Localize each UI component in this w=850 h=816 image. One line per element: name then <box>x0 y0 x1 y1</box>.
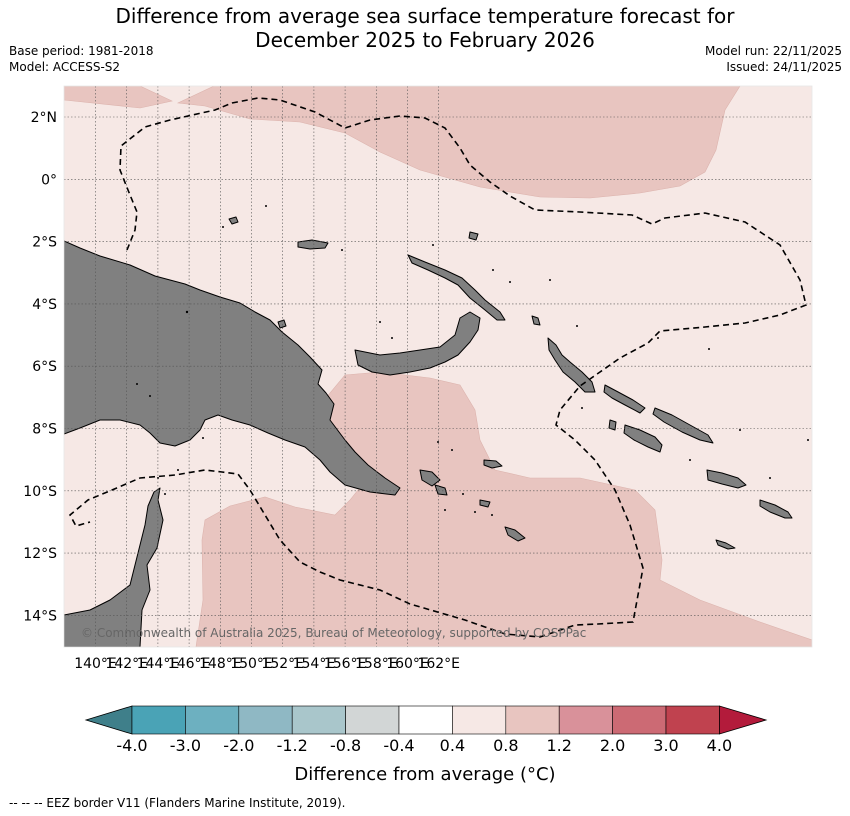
colorbar-tick: 1.2 <box>546 736 571 755</box>
meta-right: Model run: 22/11/2025 Issued: 24/11/2025 <box>705 43 842 75</box>
colorbar-tick: -1.2 <box>277 736 308 755</box>
lon-tick-label: 162°E <box>417 656 460 672</box>
colorbar-tick: 0.8 <box>493 736 518 755</box>
dentrecasteaux-islands <box>419 469 448 496</box>
colorbar-tick: -4.0 <box>116 736 147 755</box>
colorbar-tick: 4.0 <box>707 736 732 755</box>
lat-tick-label: 8°S <box>32 422 57 438</box>
colorbar-tick: -0.4 <box>383 736 414 755</box>
eez-border <box>68 97 807 638</box>
small-island-b <box>468 231 479 241</box>
choiseul-island <box>603 384 646 414</box>
rennell-island <box>715 539 736 550</box>
map-frame <box>63 85 813 648</box>
colorbar <box>84 705 768 735</box>
lon-tick-label: 152°E <box>261 656 304 672</box>
colorbar-swatch <box>665 705 720 735</box>
guadalcanal <box>623 424 663 453</box>
colorbar-tick: -0.8 <box>330 736 361 755</box>
map-title: Difference from average sea surface temp… <box>0 4 850 52</box>
colorbar-swatch <box>505 705 560 735</box>
land-masses <box>64 216 793 647</box>
lon-tick-label: 148°E <box>199 656 242 672</box>
colorbar-tick: -2.0 <box>223 736 254 755</box>
model-name: Model: ACCESS-S2 <box>9 60 121 74</box>
colorbar-swatch <box>185 705 240 735</box>
colorbar-swatch <box>238 705 293 735</box>
lat-tick-label: 2°S <box>32 235 57 251</box>
latitude-labels: 2°N 0° 2°S 4°S 6°S 8°S 10°S 12°S 14°S <box>23 110 57 624</box>
longitude-labels: 140°E142°E144°E146°E148°E150°E152°E154°E… <box>74 656 460 672</box>
issued-date: Issued: 24/11/2025 <box>726 60 842 74</box>
admiralty-small-island <box>228 216 239 225</box>
lon-tick-label: 146°E <box>168 656 211 672</box>
colorbar-tick-labels: -4.0 -3.0 -2.0 -1.2 -0.8 -0.4 0.4 0.8 1.2 2.0 3.0 4… <box>116 736 732 755</box>
map-panel: © Commonwealth of Australia 2025, Bureau… <box>64 86 812 647</box>
lon-tick-label: 154°E <box>293 656 336 672</box>
eez-png-outer <box>68 97 807 638</box>
base-period: Base period: 1981-2018 <box>9 44 154 58</box>
colorbar-tick: 3.0 <box>653 736 678 755</box>
colorbar-swatch <box>345 705 400 735</box>
louisiade-archipelago <box>504 526 526 542</box>
manus-island <box>297 239 329 250</box>
title-line-1: Difference from average sea surface temp… <box>115 4 735 28</box>
lon-tick-label: 144°E <box>137 656 180 672</box>
colorbar-swatch <box>398 705 453 735</box>
lat-tick-label: 4°S <box>32 297 57 313</box>
colorbar-tick: -3.0 <box>170 736 201 755</box>
lat-tick-label: 14°S <box>23 608 57 624</box>
colorbar-title: Difference from average (°C) <box>294 764 555 785</box>
meta-left: Base period: 1981-2018 Model: ACCESS-S2 <box>9 43 154 75</box>
lat-tick-label: 10°S <box>23 484 57 500</box>
colorbar-extend-low <box>84 705 133 735</box>
north-solomons-small <box>531 315 541 326</box>
reef-dots <box>136 205 809 516</box>
new-britain <box>354 311 481 376</box>
lon-tick-label: 160°E <box>386 656 429 672</box>
lon-tick-label: 150°E <box>230 656 273 672</box>
colorbar-swatch <box>452 705 507 735</box>
new-guinea <box>64 240 401 496</box>
lon-tick-label: 156°E <box>324 656 367 672</box>
malaita <box>706 469 747 489</box>
colorbar-tick: 2.0 <box>600 736 625 755</box>
model-run: Model run: 22/11/2025 <box>704 44 842 58</box>
makira <box>759 499 793 519</box>
lon-tick-label: 142°E <box>105 656 148 672</box>
lat-tick-label: 2°N <box>31 110 57 126</box>
title-line-2: December 2025 to February 2026 <box>255 28 595 52</box>
lat-tick-label: 6°S <box>32 359 57 375</box>
copyright-notice: © Commonwealth of Australia 2025, Bureau… <box>81 626 586 640</box>
trobriand-island <box>483 459 503 469</box>
small-island-a <box>277 319 287 329</box>
small-island-d <box>479 499 491 508</box>
colorbar-swatch <box>131 705 186 735</box>
cape-york-peninsula <box>64 487 164 647</box>
small-island-c <box>608 419 617 431</box>
eez-footnote: -- -- -- EEZ border V11 (Flanders Marine… <box>9 796 346 810</box>
lat-tick-label: 12°S <box>23 546 57 562</box>
lon-tick-label: 140°E <box>74 656 117 672</box>
colorbar-swatch <box>558 705 613 735</box>
bougainville <box>547 337 596 393</box>
gridlines <box>64 86 812 647</box>
colorbar-swatch <box>612 705 667 735</box>
colorbar-extend-high <box>719 705 768 735</box>
santa-isabel <box>652 407 714 444</box>
colorbar-swatch <box>291 705 346 735</box>
lon-tick-label: 158°E <box>355 656 398 672</box>
colorbar-tick: 0.4 <box>440 736 465 755</box>
lat-tick-label: 0° <box>41 172 57 188</box>
warm-anomaly-coral-sea <box>195 371 812 647</box>
